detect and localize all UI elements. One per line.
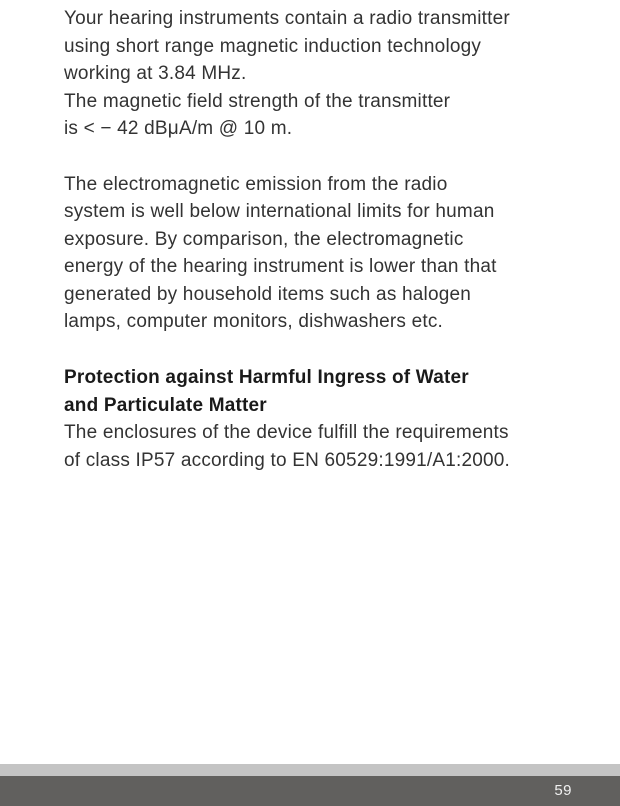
text-line: of class IP57 according to EN 60529:1991… — [64, 450, 510, 471]
footer-band-dark: 59 — [0, 776, 620, 806]
text-line: Your hearing instruments contain a radio… — [64, 8, 510, 29]
text-line: is < − 42 dBμA/m @ 10 m. — [64, 118, 292, 139]
text-line: exposure. By comparison, the electromagn… — [64, 229, 464, 250]
footer-band-light — [0, 764, 620, 776]
paragraph-2: The electromagnetic emission from the ra… — [64, 171, 568, 336]
page-number: 59 — [554, 782, 572, 799]
text-line: The enclosures of the device fulfill the… — [64, 422, 509, 443]
text-line: working at 3.84 MHz. — [64, 63, 246, 84]
text-line: energy of the hearing instrument is lowe… — [64, 256, 497, 277]
paragraph-1: Your hearing instruments contain a radio… — [64, 5, 568, 143]
section-heading-line: and Particulate Matter — [64, 395, 267, 416]
text-line: The electromagnetic emission from the ra… — [64, 174, 448, 195]
document-page: Your hearing instruments contain a radio… — [0, 0, 620, 806]
text-line: system is well below international limit… — [64, 201, 494, 222]
paragraph-3: Protection against Harmful Ingress of Wa… — [64, 364, 568, 474]
text-line: lamps, computer monitors, dishwashers et… — [64, 311, 443, 332]
text-line: generated by household items such as hal… — [64, 284, 471, 305]
section-heading-line: Protection against Harmful Ingress of Wa… — [64, 367, 469, 388]
body-text: Your hearing instruments contain a radio… — [64, 5, 568, 474]
page-footer: 59 — [0, 764, 620, 806]
text-line: The magnetic field strength of the trans… — [64, 91, 450, 112]
text-line: using short range magnetic induction tec… — [64, 36, 481, 57]
